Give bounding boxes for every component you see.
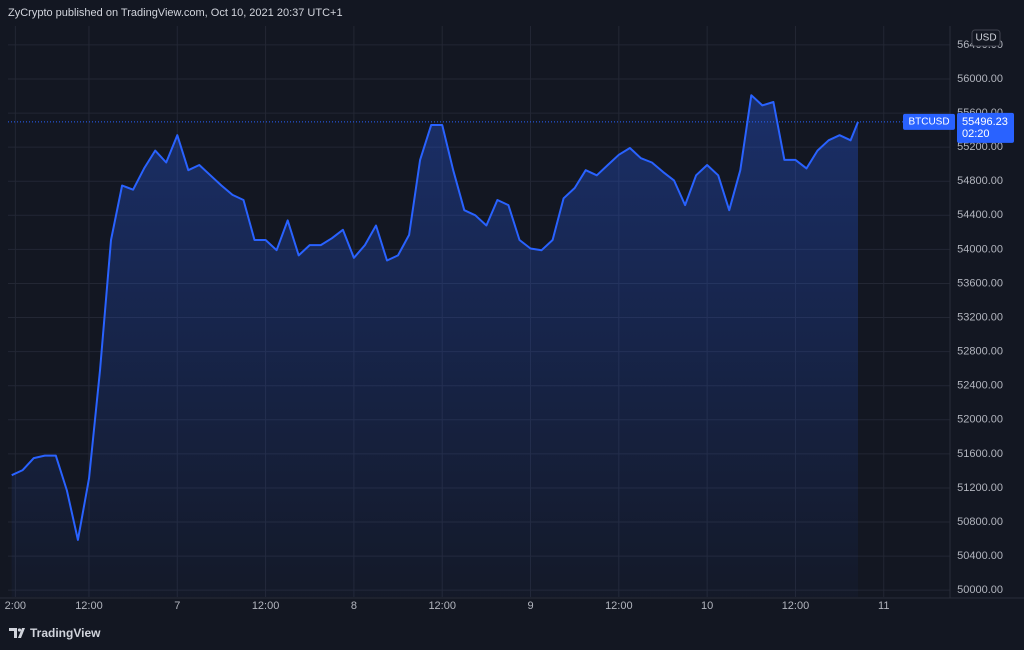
price-box	[957, 112, 1014, 143]
y-tick-label: 51200.00	[957, 482, 1003, 494]
y-tick-label: 54400.00	[957, 209, 1003, 221]
area-fill	[11, 95, 859, 597]
last-price-label: 55496.23	[962, 116, 1008, 128]
y-tick-label: 52800.00	[957, 346, 1003, 358]
x-tick-label: 12:00	[252, 600, 280, 612]
y-tick-label: 50000.00	[957, 584, 1003, 596]
x-tick-label: 8	[351, 600, 357, 612]
axes: 50000.00 50400.00 50800.00 51200.00 51600.00…	[5, 39, 1014, 612]
plot	[8, 94, 950, 597]
y-tick-label: 55200.00	[957, 141, 1003, 153]
x-tick-label: 10	[701, 600, 713, 612]
x-tick-label: 9	[527, 600, 533, 612]
x-tick-label: 12:00	[605, 600, 633, 612]
symbol-box	[903, 113, 955, 130]
x-tick-label: 12:00	[75, 600, 103, 612]
footer: TradingView	[30, 626, 101, 640]
currency: USD	[975, 33, 996, 44]
x-tick-label: 12:00	[428, 600, 456, 612]
y-tick-label: 53600.00	[957, 277, 1003, 289]
y-tick-label: 56000.00	[957, 73, 1003, 85]
x-tick-label: 11	[878, 600, 889, 612]
y-tick-label: 52400.00	[957, 380, 1003, 392]
y-tick-label: 51600.00	[957, 448, 1003, 460]
countdown-label: 02:20	[962, 128, 990, 140]
symbol-label: BTCUSD	[908, 117, 949, 128]
x-tick-label: 12:00	[782, 600, 810, 612]
x-tick-label: 7	[174, 600, 180, 612]
y-tick-label: 52000.00	[957, 414, 1003, 426]
logo	[9, 628, 25, 638]
y-tick-label: 54000.00	[957, 243, 1003, 255]
currency-box	[971, 29, 1001, 47]
y-tick-label: 53200.00	[957, 311, 1003, 323]
header: ZyCrypto published on TradingView.com, O…	[8, 7, 343, 19]
x-tick-label: 2:00	[5, 600, 26, 612]
y-tick-label: 50400.00	[957, 550, 1003, 562]
price-line	[11, 94, 859, 541]
y-tick-label: 54800.00	[957, 175, 1003, 187]
y-tick-label: 50800.00	[957, 516, 1003, 528]
